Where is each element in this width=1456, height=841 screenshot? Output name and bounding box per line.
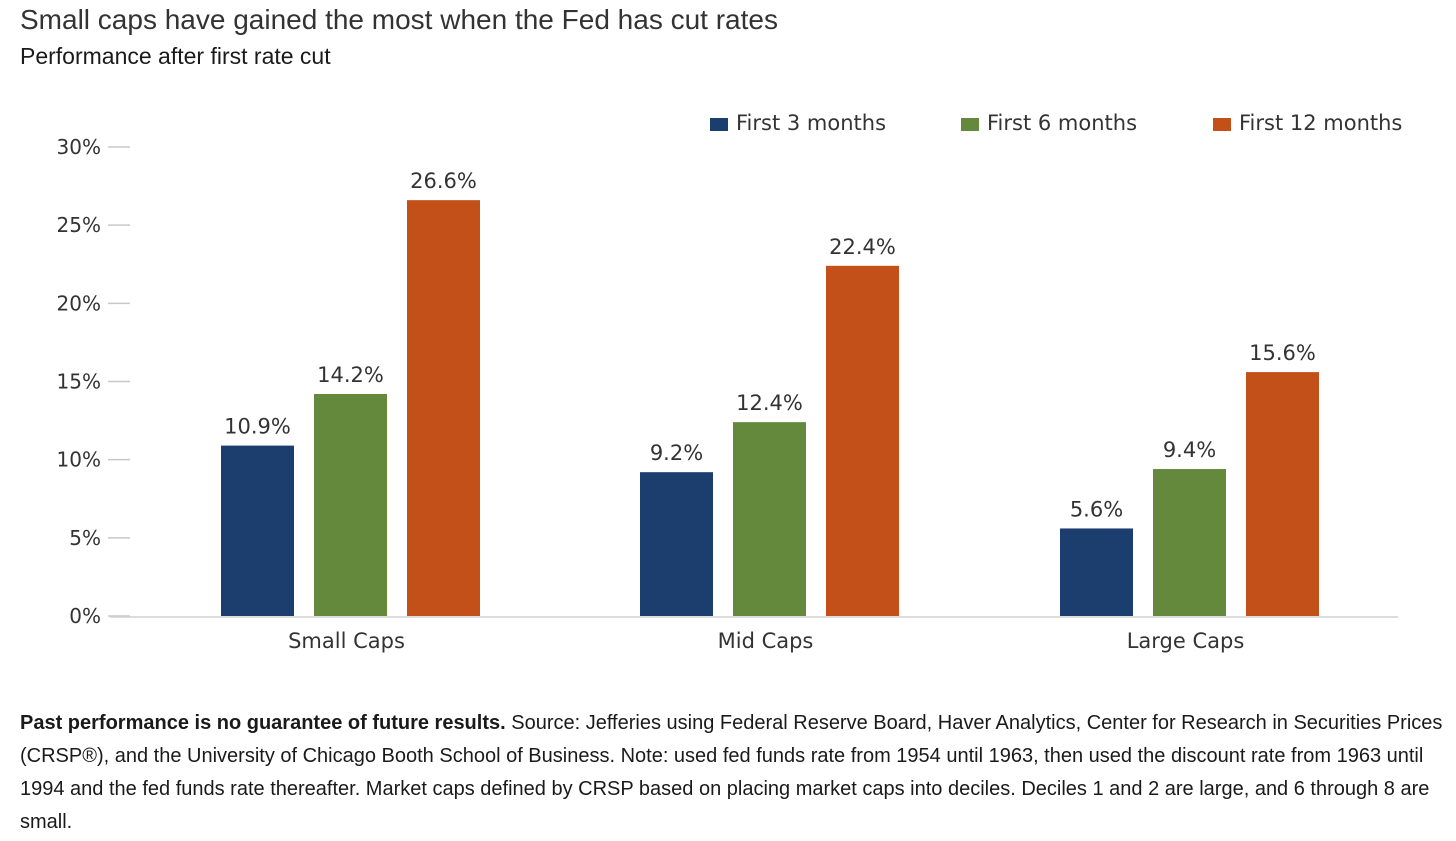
legend-swatch: [1213, 118, 1231, 131]
legend-swatch: [710, 118, 728, 131]
x-category-label: Large Caps: [1127, 629, 1245, 653]
legend-label: First 3 months: [736, 111, 886, 135]
y-tick-label: 15%: [57, 370, 101, 394]
legend-label: First 6 months: [987, 111, 1137, 135]
data-label: 15.6%: [1249, 341, 1316, 365]
bar-chart: First 3 months First 6 months First 12 mon…: [57, 111, 1403, 653]
chart-title: Small caps have gained the most when the…: [20, 4, 778, 35]
x-axis: Small Caps Mid Caps Large Caps: [110, 616, 1398, 653]
bar: [1153, 469, 1226, 616]
y-tick-label: 10%: [57, 448, 101, 472]
bars-group: 10.9% 14.2% 26.6% 9.2% 12.4% 22.4% 5.6% 9.4% 15.…: [221, 169, 1319, 617]
data-label: 22.4%: [829, 235, 896, 259]
bar: [314, 394, 387, 616]
y-tick-label: 25%: [57, 213, 101, 237]
data-label: 14.2%: [317, 363, 384, 387]
data-label: 12.4%: [736, 391, 803, 415]
data-label: 26.6%: [410, 169, 477, 193]
data-label: 9.2%: [650, 441, 703, 465]
x-category-label: Small Caps: [288, 629, 405, 653]
legend-swatch: [961, 118, 979, 131]
data-label: 10.9%: [224, 415, 291, 439]
data-label: 9.4%: [1163, 438, 1216, 462]
y-axis: 0% 5% 10% 15% 20% 25% 30%: [57, 135, 130, 628]
x-category-label: Mid Caps: [718, 629, 814, 653]
chart-subtitle: Performance after first rate cut: [20, 43, 331, 69]
footnote-source-note: Source: Jefferies using Federal Reserve …: [20, 712, 1443, 833]
y-tick-label: 5%: [69, 526, 101, 550]
data-label: 5.6%: [1070, 497, 1123, 521]
bar: [1246, 372, 1319, 616]
footnote-disclaimer: Past performance is no guarantee of futu…: [20, 712, 506, 734]
y-tick-label: 30%: [57, 135, 101, 159]
bar: [733, 422, 806, 616]
legend-label: First 12 months: [1239, 111, 1402, 135]
bar: [221, 445, 294, 616]
bar: [640, 472, 713, 616]
y-tick-label: 0%: [69, 604, 101, 628]
bar: [826, 265, 899, 616]
y-tick-label: 20%: [57, 291, 101, 315]
bar: [1060, 528, 1133, 616]
bar: [407, 200, 480, 617]
footnote: Past performance is no guarantee of futu…: [20, 707, 1450, 839]
chart-legend: First 3 months First 6 months First 12 mon…: [710, 111, 1402, 135]
